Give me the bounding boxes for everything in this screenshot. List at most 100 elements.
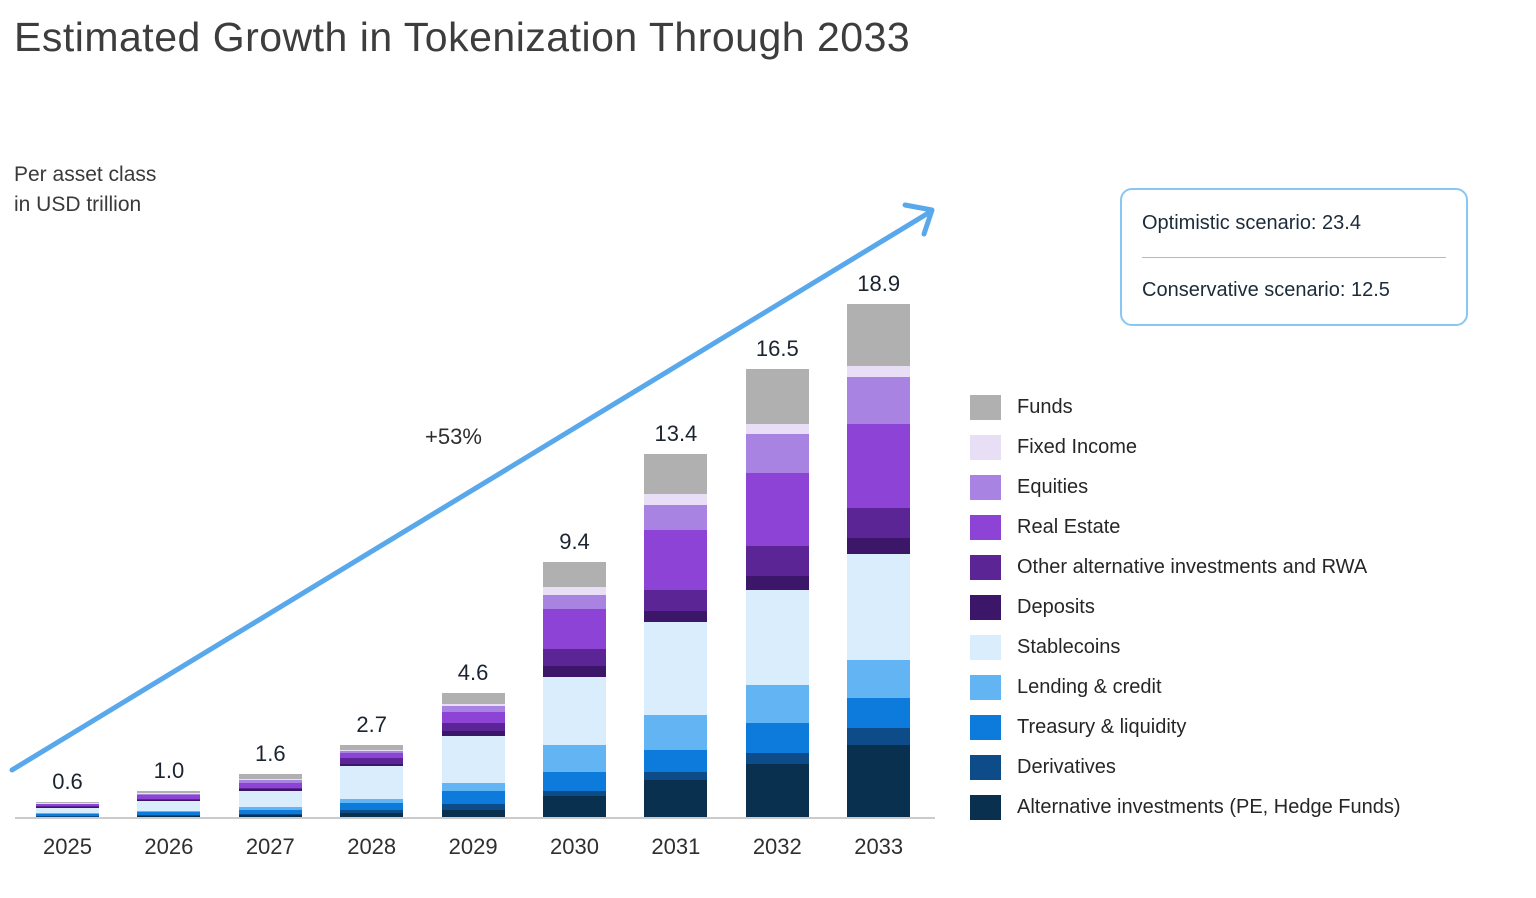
legend-item-real-estate: Real Estate	[970, 514, 1401, 540]
bar-2032-segment-derivatives	[745, 752, 809, 764]
bar-2027-segment-other-alternative-investments-and-rwa	[238, 788, 302, 790]
bar-2030-segment-funds	[543, 562, 606, 587]
legend-swatch-lending-credit	[970, 674, 1001, 700]
bar-2027-segment-derivatives	[238, 813, 302, 816]
bar-2031-segment-stablecoins	[644, 622, 708, 715]
bar-2030-segment-fixed-income	[543, 586, 606, 595]
bar-2030-segment-alternative-investments-pe-hedge-funds	[543, 796, 606, 818]
legend-item-other-alternative-investments-and-rwa: Other alternative investments and RWA	[970, 554, 1401, 580]
legend-swatch-funds	[970, 394, 1001, 420]
growth-percent-label: +53%	[425, 424, 482, 449]
scenario-divider	[1142, 256, 1446, 258]
legend-item-lending-credit: Lending & credit	[970, 674, 1401, 700]
bar-2031-segment-funds	[644, 453, 708, 495]
bar-2030-segment-other-alternative-investments-and-rwa	[543, 649, 606, 666]
bar-2026-segment-equities	[137, 793, 201, 795]
bar-2029-segment-deposits	[441, 730, 505, 737]
bar-2031-segment-real-estate	[644, 529, 708, 590]
legend-swatch-equities	[970, 474, 1001, 500]
bar-2029-segment-fixed-income	[441, 703, 505, 707]
bar-2032-segment-deposits	[745, 575, 809, 590]
bar-2030-segment-treasury-liquidity	[543, 771, 606, 791]
bar-2025-segment-stablecoins	[36, 807, 99, 814]
bar-2031-segment-treasury-liquidity	[644, 750, 708, 772]
bar-2029-segment-stablecoins	[441, 736, 505, 783]
bar-2027-segment-lending-credit	[238, 807, 302, 810]
bar-2033-segment-stablecoins	[847, 554, 911, 661]
legend-swatch-stablecoins	[970, 634, 1001, 660]
bar-2032-segment-lending-credit	[745, 684, 809, 723]
legend-label-fixed-income: Fixed Income	[1017, 435, 1138, 458]
bar-2027-segment-real-estate	[238, 782, 302, 789]
legend-label-other-alternative-investments-and-rwa: Other alternative investments and RWA	[1017, 555, 1368, 578]
x-axis-line	[15, 817, 935, 819]
x-axis-label-2032: 2032	[752, 834, 802, 859]
conservative-scenario-text: Conservative scenario: 12.5	[1142, 279, 1390, 302]
bar-2030-segment-deposits	[543, 665, 606, 677]
bar-total-label-2033: 18.9	[857, 270, 901, 296]
bar-2025-segment-lending-credit	[36, 813, 99, 815]
arrow-head-icon	[902, 202, 935, 237]
bar-2025-segment-real-estate	[36, 804, 99, 807]
legend-label-deposits: Deposits	[1017, 595, 1095, 618]
bar-total-label-2026: 1.0	[153, 757, 185, 783]
legend-item-funds: Funds	[970, 394, 1401, 420]
legend-item-alternative-investments-pe-hedge-funds: Alternative investments (PE, Hedge Funds…	[970, 794, 1401, 820]
scenario-callout-box: Optimistic scenario: 23.4 Conservative s…	[1120, 188, 1468, 326]
legend-swatch-deposits	[970, 594, 1001, 620]
bar-2028-segment-other-alternative-investments-and-rwa	[340, 758, 404, 764]
bar-2026-segment-other-alternative-investments-and-rwa	[137, 798, 201, 801]
bar-2033-segment-other-alternative-investments-and-rwa	[847, 507, 911, 538]
bar-2028-segment-stablecoins	[340, 766, 404, 799]
bar-2025-segment-deposits	[36, 807, 99, 808]
legend-swatch-real-estate	[970, 514, 1001, 540]
bar-2032-segment-fixed-income	[745, 423, 809, 435]
bar-2029-segment-alternative-investments-pe-hedge-funds	[441, 809, 505, 818]
chart-legend: Funds Fixed Income Equities Real Estate Othe…	[970, 394, 1401, 834]
legend-label-derivatives: Derivatives	[1017, 755, 1116, 778]
legend-item-deposits: Deposits	[970, 594, 1401, 620]
bar-2029-segment-funds	[441, 692, 505, 704]
x-axis-label-2025: 2025	[43, 834, 92, 859]
unit-note-line1: Per asset class	[14, 163, 157, 186]
bar-2027-segment-equities	[238, 779, 302, 783]
bar-2033-segment-derivatives	[847, 728, 911, 745]
page-title: Estimated Growth in Tokenization Through…	[14, 14, 911, 60]
bar-2033-segment-fixed-income	[847, 366, 911, 378]
optimistic-scenario-text: Optimistic scenario: 23.4	[1142, 211, 1361, 234]
bar-2029-segment-treasury-liquidity	[441, 790, 505, 805]
x-axis-label-2028: 2028	[347, 834, 397, 859]
bar-2028-segment-lending-credit	[340, 798, 404, 804]
bar-2032-segment-stablecoins	[745, 589, 809, 685]
legend-item-derivatives: Derivatives	[970, 754, 1401, 780]
bar-2025-segment-treasury-liquidity	[36, 814, 99, 817]
bar-2029-segment-lending-credit	[441, 782, 505, 791]
bar-2030-segment-equities	[543, 594, 606, 609]
bar-2033-segment-alternative-investments-pe-hedge-funds	[847, 744, 911, 818]
bar-2032-segment-real-estate	[745, 472, 809, 546]
bar-2026-segment-derivatives	[137, 815, 201, 817]
bar-2032-segment-alternative-investments-pe-hedge-funds	[745, 763, 809, 818]
legend-label-treasury-liquidity: Treasury & liquidity	[1017, 715, 1187, 738]
legend-label-real-estate: Real Estate	[1017, 515, 1121, 538]
bar-2033-segment-funds	[847, 303, 911, 367]
bar-2027-segment-fixed-income	[238, 778, 302, 780]
unit-note-line2: in USD trillion	[14, 193, 142, 216]
bar-2028-segment-real-estate	[340, 752, 404, 759]
bar-2030-segment-lending-credit	[543, 744, 606, 772]
bar-2028-segment-treasury-liquidity	[340, 803, 404, 810]
unit-note: Per asset class in USD trillion	[14, 160, 156, 220]
bar-2025-segment-fixed-income	[36, 802, 99, 804]
bar-2031-segment-derivatives	[644, 771, 708, 780]
bar-2025-segment-equities	[36, 803, 99, 805]
bar-2026-segment-treasury-liquidity	[137, 812, 201, 816]
bar-2029-segment-real-estate	[441, 711, 505, 723]
legend-swatch-other-alternative-investments-and-rwa	[970, 554, 1001, 580]
x-axis-label-2029: 2029	[448, 834, 498, 859]
bar-2027-segment-deposits	[238, 789, 302, 791]
legend-item-stablecoins: Stablecoins	[970, 634, 1401, 660]
legend-swatch-derivatives	[970, 754, 1001, 780]
bar-2027-segment-funds	[238, 774, 302, 779]
legend-item-treasury-liquidity: Treasury & liquidity	[970, 714, 1401, 740]
x-axis-label-2033: 2033	[854, 834, 904, 859]
